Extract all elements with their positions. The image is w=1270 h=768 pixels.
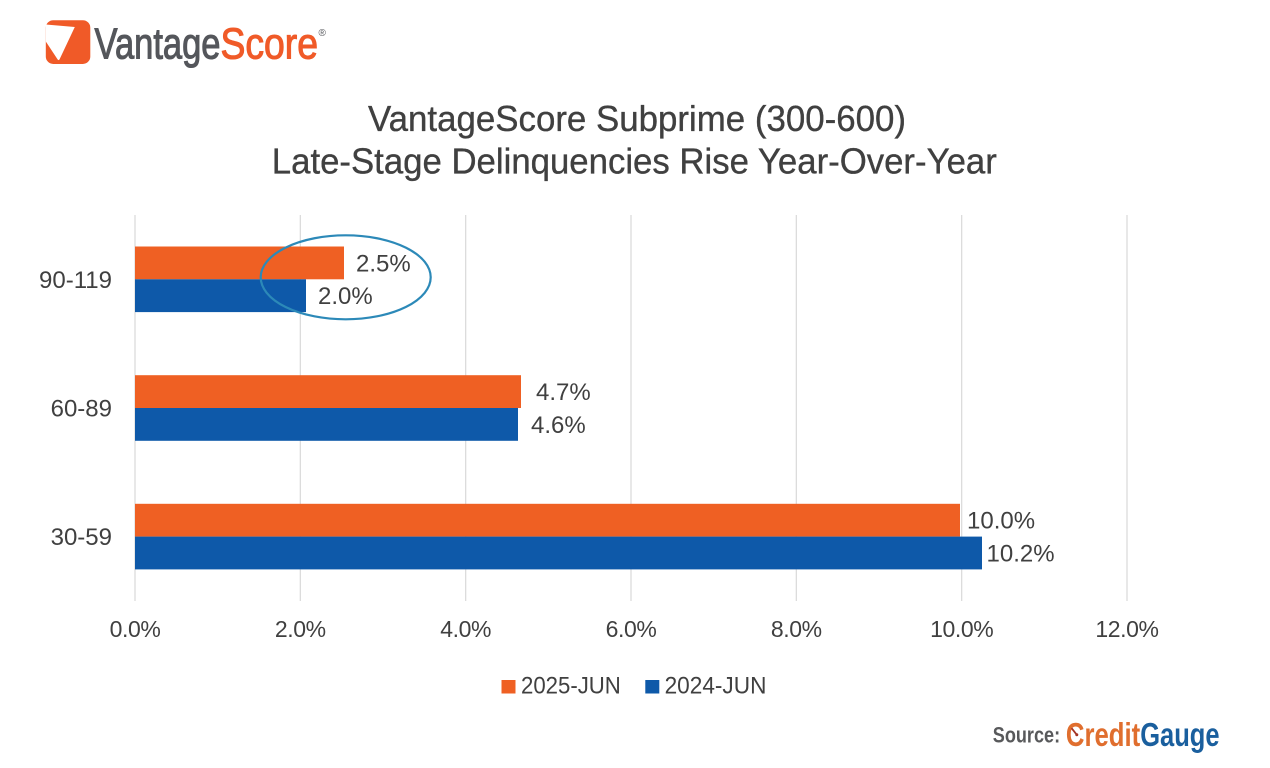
- svg-text:2.0%: 2.0%: [318, 283, 373, 310]
- svg-text:Gauge: Gauge: [1140, 716, 1219, 753]
- svg-text:4.7%: 4.7%: [536, 379, 591, 406]
- svg-text:VantageScore Subprime (300-600: VantageScore Subprime (300-600): [368, 98, 906, 139]
- svg-text:10.0%: 10.0%: [967, 508, 1035, 535]
- svg-text:2025-JUN: 2025-JUN: [521, 673, 621, 700]
- svg-text:Vantage: Vantage: [95, 20, 221, 68]
- svg-text:60-89: 60-89: [51, 396, 112, 423]
- svg-text:2.5%: 2.5%: [356, 250, 411, 277]
- svg-text:8.0%: 8.0%: [771, 616, 822, 642]
- svg-text:®: ®: [319, 28, 327, 39]
- svg-text:Late-Stage Delinquencies Rise: Late-Stage Delinquencies Rise Year-Over-…: [272, 141, 997, 182]
- svg-text:0.0%: 0.0%: [110, 616, 161, 642]
- svg-text:4.0%: 4.0%: [440, 616, 491, 642]
- svg-text:6.0%: 6.0%: [606, 616, 657, 642]
- svg-text:2.0%: 2.0%: [275, 616, 326, 642]
- svg-text:Score: Score: [221, 20, 318, 68]
- svg-text:30-59: 30-59: [51, 524, 112, 551]
- svg-text:10.0%: 10.0%: [930, 616, 993, 642]
- svg-text:12.0%: 12.0%: [1095, 616, 1158, 642]
- svg-text:90-119: 90-119: [39, 267, 112, 294]
- svg-text:2024-JUN: 2024-JUN: [665, 673, 767, 700]
- svg-text:Source:: Source:: [993, 722, 1060, 747]
- svg-text:4.6%: 4.6%: [531, 412, 586, 439]
- svg-text:Credit: Credit: [1066, 716, 1140, 753]
- svg-text:10.2%: 10.2%: [987, 541, 1055, 568]
